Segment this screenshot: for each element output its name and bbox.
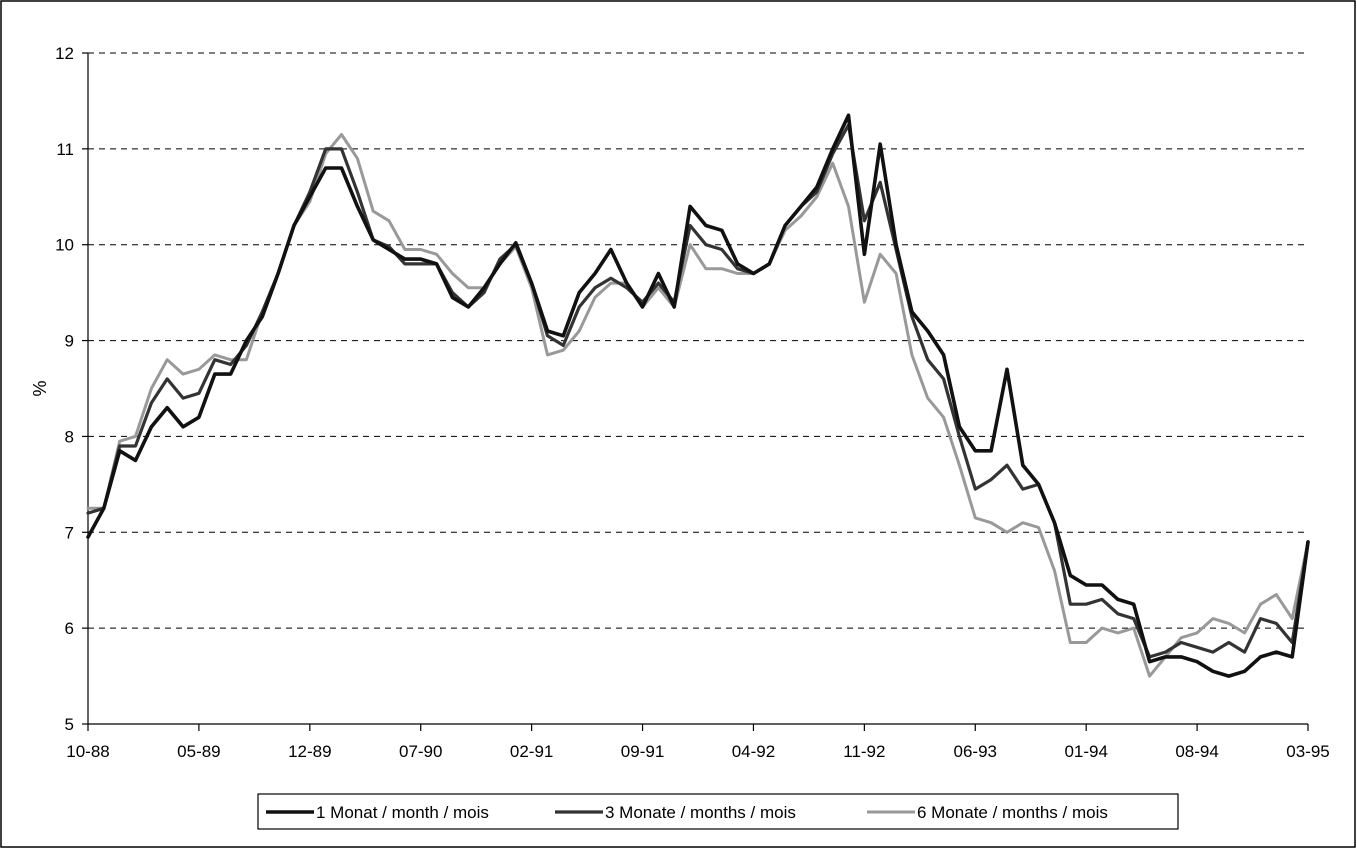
x-tick-label: 02-91 bbox=[510, 742, 553, 761]
x-tick-label: 05-89 bbox=[177, 742, 220, 761]
legend: 1 Monat / month / mois 3 Monate / months … bbox=[257, 793, 1179, 830]
x-tick-label: 08-94 bbox=[1175, 742, 1218, 761]
y-axis-label: % bbox=[30, 380, 50, 396]
series-line-2 bbox=[86, 123, 1310, 659]
series-line-1 bbox=[86, 113, 1310, 678]
y-tick-label: 9 bbox=[65, 332, 74, 351]
series-lines bbox=[86, 113, 1310, 678]
grid-lines bbox=[88, 52, 1308, 629]
legend-label: 3 Monate / months / mois bbox=[605, 803, 796, 822]
x-tick-label: 01-94 bbox=[1064, 742, 1107, 761]
y-tick-labels: 5 6 7 8 9 10 11 12 bbox=[55, 44, 74, 734]
x-tick-label: 06-93 bbox=[954, 742, 997, 761]
x-tick-label: 07-90 bbox=[399, 742, 442, 761]
x-tick-labels: 10-88 05-89 12-89 07-90 02-91 09-91 04-92 11-92… bbox=[66, 742, 1329, 761]
y-tick-label: 12 bbox=[55, 44, 74, 63]
x-tick-label: 10-88 bbox=[66, 742, 109, 761]
x-tick-label: 11-92 bbox=[843, 742, 885, 761]
y-tick-label: 8 bbox=[65, 427, 74, 446]
y-tick-label: 6 bbox=[65, 619, 74, 638]
legend-box bbox=[257, 793, 1179, 830]
y-tick-label: 11 bbox=[56, 140, 74, 159]
legend-label: 6 Monate / months / mois bbox=[917, 803, 1108, 822]
chart-axes bbox=[82, 52, 1309, 731]
x-tick-label: 03-95 bbox=[1286, 742, 1329, 761]
y-tick-label: 5 bbox=[65, 715, 74, 734]
x-tick-label: 04-92 bbox=[732, 742, 775, 761]
y-tick-label: 10 bbox=[55, 236, 74, 255]
x-tick-label: 12-89 bbox=[288, 742, 331, 761]
legend-label: 1 Monat / month / mois bbox=[316, 803, 489, 822]
y-tick-label: 7 bbox=[65, 523, 74, 542]
x-tick-label: 09-91 bbox=[621, 742, 664, 761]
